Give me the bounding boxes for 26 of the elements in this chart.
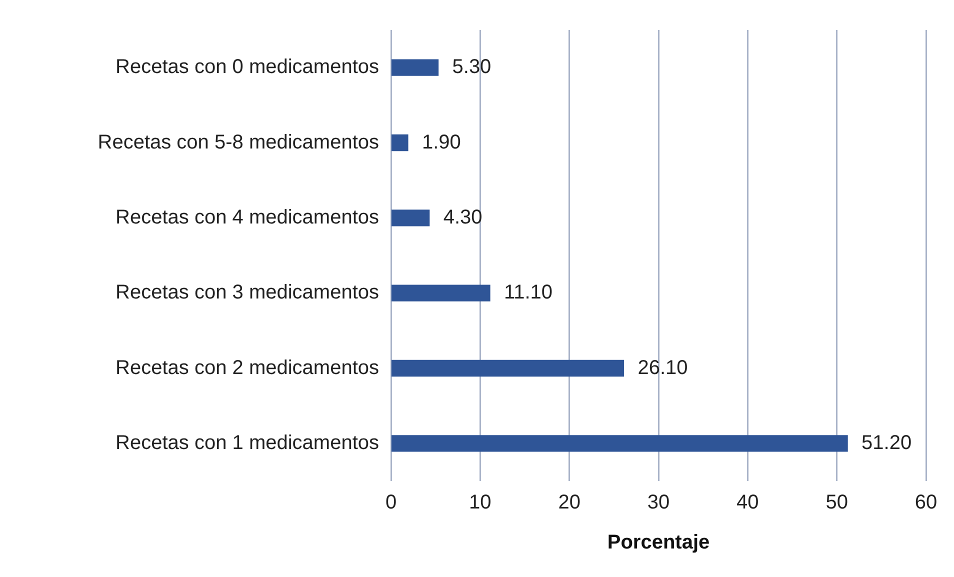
bar	[391, 210, 430, 226]
x-tick-label: 40	[736, 492, 759, 514]
y-tick-label: Recetas con 2 medicamentos	[116, 356, 379, 379]
data-label: 26.10	[638, 356, 688, 379]
data-label: 4.30	[443, 206, 482, 228]
x-tick-label: 60	[914, 492, 938, 514]
y-tick-label: Recetas con 0 medicamentos	[116, 56, 379, 78]
bar	[391, 284, 490, 302]
x-tick-label: 50	[826, 492, 848, 514]
x-tick-label: 30	[647, 492, 670, 514]
bar	[391, 435, 848, 452]
data-label: 1.90	[422, 131, 461, 154]
data-label: 51.20	[862, 432, 912, 454]
data-label: 5.30	[452, 56, 492, 78]
x-tick-label: 20	[558, 492, 580, 514]
bar	[391, 59, 439, 76]
x-tick-label: 10	[469, 492, 492, 514]
y-tick-label: Recetas con 3 medicamentos	[116, 282, 379, 304]
bar	[391, 134, 408, 152]
y-tick-label: Recetas con 4 medicamentos	[116, 206, 379, 228]
x-tick-label: 0	[385, 492, 397, 514]
x-axis-title: Porcentaje	[607, 532, 710, 554]
y-tick-label: Recetas con 1 medicamentos	[116, 432, 379, 454]
bar	[391, 360, 624, 377]
y-tick-label: Recetas con 5-8 medicamentos	[98, 131, 379, 154]
data-label: 11.10	[504, 282, 553, 304]
